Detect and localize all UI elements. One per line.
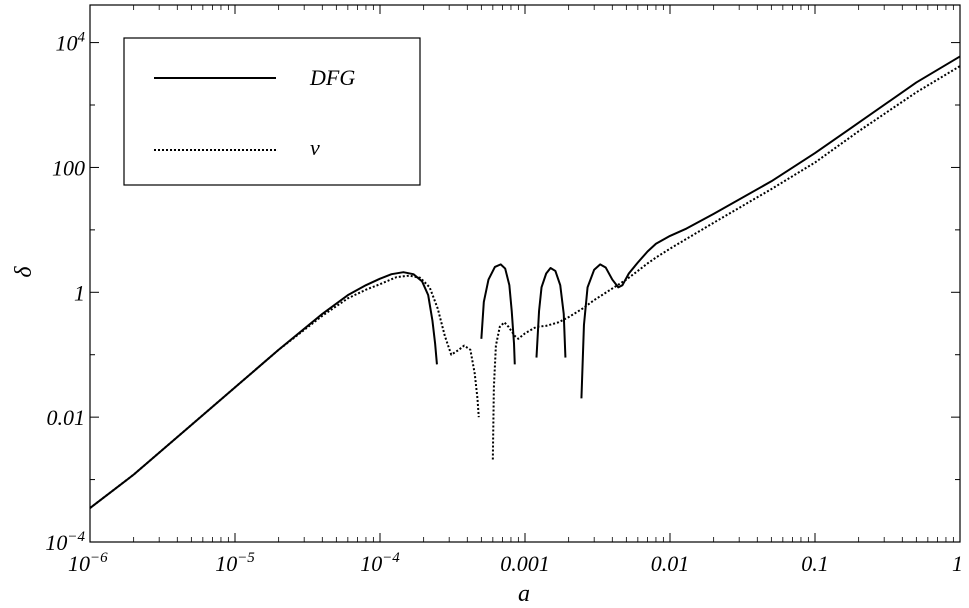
y-tick-label: 10−4	[45, 529, 85, 555]
labels-layer: 10−6 10−5 10−4 0.001 0.01 0.1 1 10−4 0.01 1 100 104	[45, 30, 963, 576]
y-tick-label: 1	[74, 280, 85, 305]
series-line-dfg-segment-3	[535, 267, 567, 358]
series-line-dfg-segment-1	[89, 271, 438, 509]
legend: DFG ν	[123, 37, 421, 186]
ticks-layer	[89, 5, 961, 543]
x-tick-label: 0.1	[801, 551, 829, 576]
y-tick-label: 104	[56, 30, 86, 56]
y-axis-title: δ	[11, 266, 37, 278]
series-line-dfg-segment-4	[580, 55, 961, 399]
legend-box	[123, 37, 421, 186]
x-tick-label: 10−5	[215, 550, 255, 576]
y-tick-label: 100	[52, 155, 85, 180]
series-layer	[89, 55, 961, 509]
x-tick-label: 0.01	[651, 551, 690, 576]
series-line-nu-segment-2	[491, 65, 961, 460]
series-line-dfg-segment-2	[480, 263, 516, 365]
x-tick-label: 10−4	[360, 550, 400, 576]
x-tick-label: 10−6	[68, 550, 108, 576]
legend-label-dfg: DFG	[309, 65, 355, 90]
x-tick-label: 0.001	[500, 551, 550, 576]
legend-label-nu: ν	[310, 135, 320, 160]
x-axis-title: a	[518, 581, 530, 607]
y-tick-label: 0.01	[47, 405, 86, 430]
series-line-nu-segment-1	[89, 274, 480, 509]
x-tick-label: 1	[952, 551, 963, 576]
